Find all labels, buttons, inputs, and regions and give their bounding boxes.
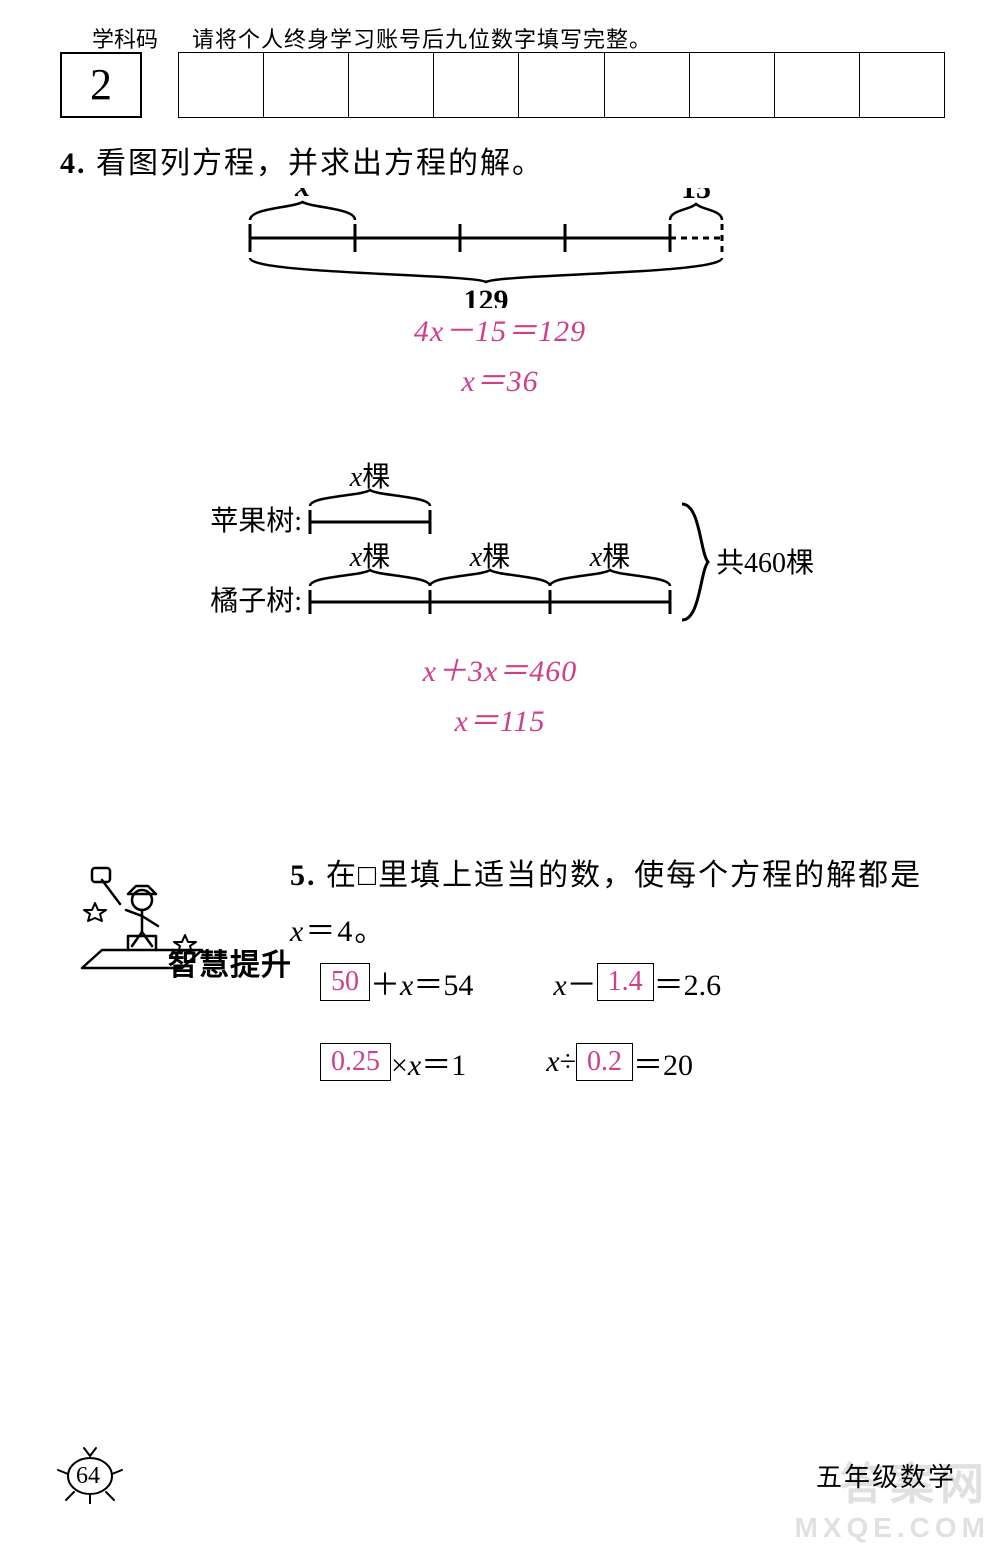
equation-1-tail: ＋x＝54 (370, 960, 473, 1004)
equation-2-head: x－ (553, 960, 596, 1004)
equation-4-head: x÷ (546, 1045, 576, 1079)
svg-text:x棵: x棵 (349, 461, 390, 493)
footer: 64 五年级数学 (54, 1444, 960, 1504)
account-cell[interactable] (434, 53, 519, 117)
account-cell[interactable] (690, 53, 775, 117)
problem-5-text: 5. 在□里填上适当的数，使每个方程的解都是 x＝4。 (290, 848, 930, 959)
header-boxes: 2 (60, 52, 945, 122)
svg-text:x棵: x棵 (349, 541, 390, 573)
account-cell[interactable] (605, 53, 690, 117)
account-cell[interactable] (179, 53, 264, 117)
account-grid[interactable] (178, 52, 945, 118)
problem-5-body: 在□里填上适当的数，使每个方程的解都是 x＝4。 (290, 859, 922, 948)
svg-text:x棵: x棵 (589, 541, 630, 573)
page-number: 64 (76, 1463, 100, 1490)
watermark-line-2: MXQE.COM (794, 1512, 990, 1544)
solution-2-line-2: x＝115 (0, 696, 1000, 740)
page: 学科码 请将个人终身学习账号后九位数字填写完整。 2 4. 看图列方程，并求出方… (0, 0, 1000, 1552)
account-cell[interactable] (775, 53, 860, 117)
svg-text:15: 15 (681, 188, 711, 205)
equation-grid: 50 ＋x＝54 x－ 1.4 ＝2.6 0.25 ×x＝1 x÷ 0.2 ＝2… (320, 960, 940, 1120)
svg-text:橘子树:: 橘子树: (210, 585, 302, 617)
equation-2: x－ 1.4 ＝2.6 (553, 960, 721, 1004)
answer-box-1[interactable]: 50 (320, 963, 370, 1001)
solution-1-line-1: 4x－15＝129 (0, 306, 1000, 350)
character-illustration: 智慧提升 (62, 840, 282, 990)
problem-4: 4. 看图列方程，并求出方程的解。 (60, 138, 940, 182)
equation-4-tail: ＝20 (633, 1040, 693, 1084)
equation-4: x÷ 0.2 ＝20 (546, 1040, 693, 1084)
problem-4-body: 看图列方程，并求出方程的解。 (87, 147, 545, 180)
problem-4-text: 4. 看图列方程，并求出方程的解。 (60, 138, 940, 182)
subject-code-box: 2 (60, 52, 142, 118)
equation-3: 0.25 ×x＝1 (320, 1040, 466, 1084)
solution-2-line-1: x＋3x＝460 (0, 646, 1000, 690)
problem-5: 5. 在□里填上适当的数，使每个方程的解都是 x＝4。 (290, 848, 930, 959)
equation-1: 50 ＋x＝54 (320, 960, 473, 1004)
solution-1-line-2: x＝36 (0, 356, 1000, 400)
account-cell[interactable] (860, 53, 944, 117)
problem-5-number: 5. (290, 859, 317, 892)
equation-2-tail: ＝2.6 (654, 960, 722, 1004)
svg-text:共460棵: 共460棵 (716, 547, 814, 579)
subject-label: 学科码 (92, 22, 158, 54)
answer-box-4[interactable]: 0.2 (576, 1043, 633, 1081)
equation-3-tail: ×x＝1 (391, 1040, 466, 1084)
section-badge: 智慧提升 (168, 940, 292, 984)
diagram-2: 苹果树:橘子树:x棵x棵x棵x棵共460棵 (200, 460, 840, 640)
svg-text:129: 129 (464, 284, 509, 308)
account-cell[interactable] (349, 53, 434, 117)
problem-4-number: 4. (60, 147, 87, 180)
header-instruction: 请将个人终身学习账号后九位数字填写完整。 (192, 22, 652, 54)
svg-text:x棵: x棵 (469, 541, 510, 573)
svg-text:苹果树:: 苹果树: (210, 505, 302, 537)
account-cell[interactable] (264, 53, 349, 117)
answer-box-2[interactable]: 1.4 (597, 963, 654, 1001)
answer-box-3[interactable]: 0.25 (320, 1043, 391, 1081)
svg-text:x: x (294, 188, 310, 203)
footer-text: 五年级数学 (816, 1457, 956, 1494)
account-cell[interactable] (519, 53, 604, 117)
diagram-1: x 15 129 (230, 188, 770, 308)
